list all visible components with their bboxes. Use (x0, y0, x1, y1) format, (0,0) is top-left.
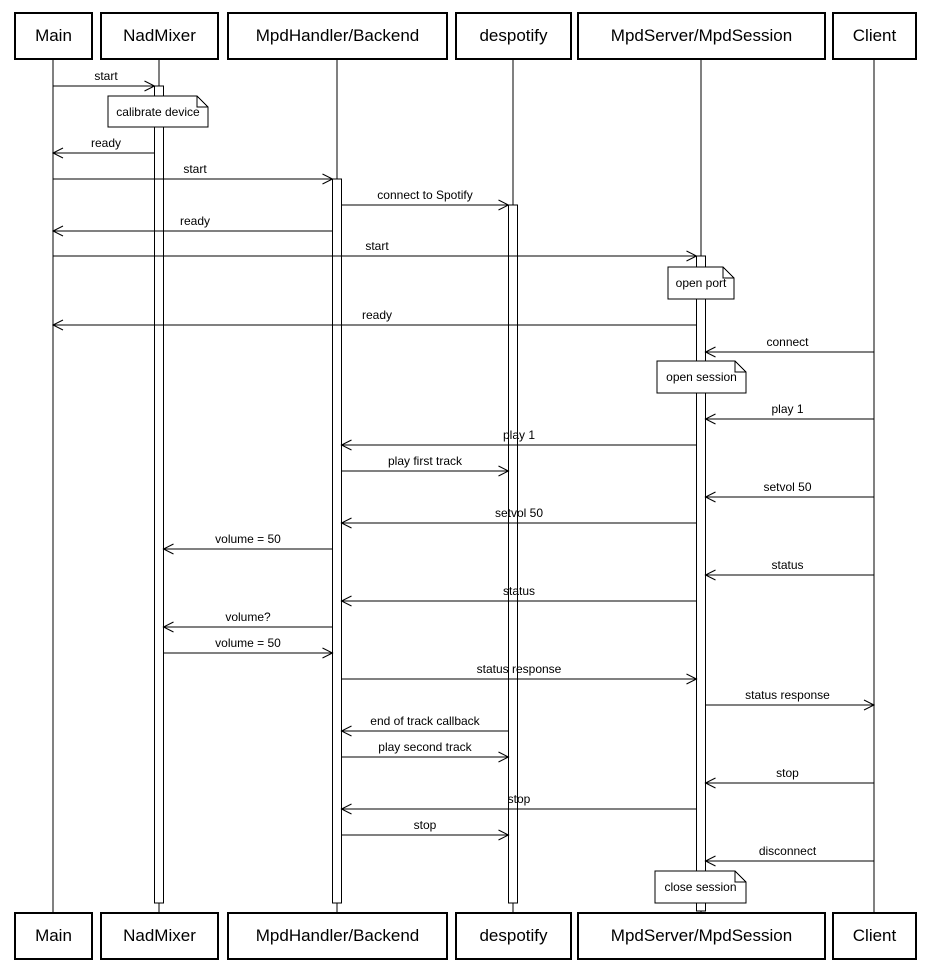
message-arrowhead-icon (340, 725, 352, 737)
message-label: setvol 50 (494, 506, 544, 520)
message-label: connect to Spotify (377, 188, 473, 202)
note-shape (667, 266, 735, 300)
message-label: volume = 50 (215, 532, 281, 546)
participant-label: Client (852, 926, 897, 945)
message-label: play first track (387, 454, 462, 468)
activation-bar-mpdhandler (332, 178, 342, 904)
message-arrowhead-icon (340, 595, 352, 607)
participant-box-top-mpdserver: MpdServer/MpdSession (577, 12, 826, 60)
participant-label: Client (852, 26, 897, 45)
activation-bar-despotify (508, 204, 518, 904)
message-arrowhead-icon (704, 491, 716, 503)
message-arrowhead-icon (704, 413, 716, 425)
message-arrowhead-icon (162, 621, 174, 633)
participant-label: NadMixer (123, 26, 196, 45)
participant-box-bottom-nadmixer: NadMixer (100, 912, 219, 960)
message-label: play 1 (502, 428, 536, 442)
message-arrowhead-icon (340, 517, 352, 529)
message-label: start (365, 239, 389, 253)
message-arrowhead-icon (686, 673, 698, 685)
note-shape (656, 360, 747, 394)
note-label: open session (666, 370, 737, 384)
message-arrowhead-icon (340, 439, 352, 451)
message-arrowhead-icon (498, 199, 510, 211)
message-label: disconnect (758, 844, 817, 858)
participant-box-bottom-despotify: despotify (455, 912, 572, 960)
message-label: status (502, 584, 535, 598)
message-arrowhead-icon (498, 465, 510, 477)
message-arrowhead-icon (704, 777, 716, 789)
message-arrowhead-icon (322, 173, 334, 185)
participant-box-bottom-mpdhandler: MpdHandler/Backend (227, 912, 448, 960)
participant-label: Main (35, 26, 72, 45)
participant-label: MpdServer/MpdSession (610, 26, 793, 45)
message-arrowhead-icon (498, 751, 510, 763)
note-shape (107, 95, 209, 128)
message-label: play 1 (771, 402, 804, 416)
message-arrowhead-icon (686, 250, 698, 262)
participant-label: MpdHandler/Backend (255, 26, 420, 45)
participant-label: NadMixer (123, 926, 196, 945)
participant-box-top-nadmixer: NadMixer (100, 12, 219, 60)
message-arrowhead-icon (51, 225, 64, 237)
note-label: calibrate device (116, 104, 200, 119)
message-arrowhead-icon (704, 855, 716, 867)
message-label: play second track (378, 740, 472, 754)
message-label: end of track callback (370, 714, 480, 728)
message-arrowhead-icon (704, 569, 716, 581)
note-label: open port (675, 276, 727, 290)
message-label: stop (413, 818, 437, 832)
note-shape (654, 870, 747, 904)
message-label: status (771, 558, 804, 572)
message-arrowhead-icon (863, 699, 876, 711)
message-label: ready (361, 308, 393, 322)
message-label: stop (776, 766, 799, 780)
message-label: start (94, 69, 118, 83)
note-fold-icon (734, 871, 746, 883)
participant-box-top-despotify: despotify (455, 12, 572, 60)
message-label: setvol 50 (763, 480, 812, 494)
message-label: status response (745, 688, 830, 702)
note-label: close session (664, 880, 737, 894)
note-fold-icon (734, 361, 746, 373)
message-label: volume? (225, 610, 271, 624)
message-arrowhead-icon (322, 647, 334, 659)
participant-box-top-client: Client (832, 12, 917, 60)
message-arrowhead-icon (498, 829, 510, 841)
note-fold-icon (196, 96, 208, 108)
message-arrowhead-icon (51, 319, 64, 331)
note-fold-icon (722, 267, 734, 279)
participant-box-top-mpdhandler: MpdHandler/Backend (227, 12, 448, 60)
message-arrowhead-icon (704, 346, 716, 358)
message-label: status response (476, 662, 562, 676)
participant-box-bottom-client: Client (832, 912, 917, 960)
message-label: stop (507, 792, 531, 806)
message-label: volume = 50 (215, 636, 281, 650)
participant-label: MpdServer/MpdSession (610, 926, 793, 945)
message-arrowhead-icon (162, 543, 174, 555)
participant-box-bottom-main: Main (14, 912, 93, 960)
message-arrowhead-icon (340, 803, 352, 815)
message-arrowhead-icon (144, 80, 156, 92)
message-label: connect (766, 335, 809, 349)
activation-bar-mpdserver (696, 255, 706, 912)
participant-label: despotify (479, 926, 548, 945)
message-label: ready (179, 214, 211, 228)
participant-box-bottom-mpdserver: MpdServer/MpdSession (577, 912, 826, 960)
participant-label: MpdHandler/Backend (255, 926, 420, 945)
participant-box-top-main: Main (14, 12, 93, 60)
participant-label: despotify (479, 26, 548, 45)
activation-bar-nadmixer (154, 85, 164, 904)
message-label: start (183, 162, 207, 176)
message-label: ready (90, 136, 122, 150)
message-arrowhead-icon (51, 147, 64, 159)
participant-label: Main (35, 926, 72, 945)
